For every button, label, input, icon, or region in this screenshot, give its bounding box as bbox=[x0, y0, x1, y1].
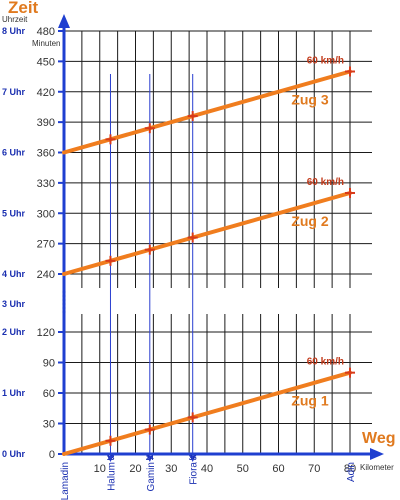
axis-break-dot bbox=[62, 290, 66, 294]
station-arrow bbox=[146, 456, 153, 462]
station-name-adin: Adin bbox=[346, 462, 357, 482]
y-tick-label: 270 bbox=[37, 239, 55, 251]
y-axis-unit: Minuten bbox=[32, 39, 60, 48]
train-series: 60 km/h Zug 1 60 km/h Zug 2 60 km/h Zug 3 bbox=[62, 56, 355, 456]
y-tick-label: 90 bbox=[43, 358, 55, 370]
hour-label: 6 Uhr bbox=[2, 148, 26, 158]
x-tick-label: 40 bbox=[201, 463, 213, 475]
y-tick-label: 450 bbox=[37, 56, 55, 68]
y-tick-label: 30 bbox=[43, 419, 55, 431]
hour-label: 4 Uhr bbox=[2, 269, 26, 279]
x-tick-label: 70 bbox=[308, 463, 320, 475]
station-name-gamin: Gamin bbox=[146, 462, 157, 491]
axis-break-dot bbox=[62, 306, 66, 310]
y-tick-label: 420 bbox=[37, 87, 55, 99]
y-axis-subtitle: Uhrzeit bbox=[2, 15, 28, 24]
x-tick-label: 30 bbox=[165, 463, 177, 475]
axis-break-dot bbox=[62, 294, 66, 298]
axis-break-dot bbox=[62, 298, 66, 302]
station-name-halum: Halum bbox=[106, 462, 117, 491]
axis-break-dot bbox=[62, 302, 66, 306]
x-axis-title: Weg bbox=[362, 430, 395, 447]
x-axis-arrow bbox=[370, 448, 384, 460]
hour-label: 3 Uhr bbox=[2, 299, 26, 309]
station-name-lamadin: Lamadin bbox=[60, 462, 71, 500]
station-lines bbox=[107, 74, 196, 462]
y-tick-label: 330 bbox=[37, 178, 55, 190]
x-axis-unit: Kilometer bbox=[360, 463, 394, 472]
x-tick-label: 50 bbox=[237, 463, 249, 475]
tick-labels: 13 24 360306090120240270300330360390420450… bbox=[2, 26, 357, 500]
y-axis-title: Zeit bbox=[8, 0, 39, 17]
grid bbox=[50, 30, 380, 454]
zug-3-speed-label: 60 km/h bbox=[307, 56, 344, 67]
x-tick-label: 10 bbox=[94, 463, 106, 475]
y-tick-label: 0 bbox=[49, 449, 55, 461]
x-tick-label: 80 bbox=[344, 463, 356, 475]
y-tick-label: 240 bbox=[37, 269, 55, 281]
station-km-label: 24 bbox=[146, 455, 154, 462]
hour-label: 5 Uhr bbox=[2, 208, 26, 218]
y-tick-label: 300 bbox=[37, 208, 55, 220]
y-axis-arrow bbox=[58, 14, 70, 28]
x-tick-label: 20 bbox=[129, 463, 141, 475]
station-arrow bbox=[189, 456, 196, 462]
x-tick-label: 60 bbox=[272, 463, 284, 475]
hour-label: 7 Uhr bbox=[2, 87, 26, 97]
axis-break-dot bbox=[62, 310, 66, 314]
zug-1-name-label: Zug 1 bbox=[291, 393, 329, 409]
hour-label: 0 Uhr bbox=[2, 449, 26, 459]
zug-1-speed-label: 60 km/h bbox=[307, 357, 344, 368]
station-arrow bbox=[107, 456, 114, 462]
station-name-fiora: Fiora bbox=[189, 462, 200, 485]
axes bbox=[58, 14, 384, 460]
hour-label: 8 Uhr bbox=[2, 26, 26, 36]
y-tick-label: 360 bbox=[37, 148, 55, 160]
hour-label: 1 Uhr bbox=[2, 388, 26, 398]
zug-2-speed-label: 60 km/h bbox=[307, 177, 344, 188]
zug-3-name-label: Zug 3 bbox=[291, 92, 329, 108]
station-km-label: 13 bbox=[107, 455, 115, 462]
y-tick-label: 60 bbox=[43, 388, 55, 400]
y-tick-label: 480 bbox=[37, 26, 55, 38]
zug-2-name-label: Zug 2 bbox=[291, 213, 329, 229]
hour-label: 2 Uhr bbox=[2, 327, 26, 337]
axis-break-gap bbox=[50, 288, 380, 314]
y-tick-label: 390 bbox=[37, 117, 55, 129]
station-km-label: 36 bbox=[189, 455, 197, 462]
y-tick-label: 120 bbox=[37, 327, 55, 339]
